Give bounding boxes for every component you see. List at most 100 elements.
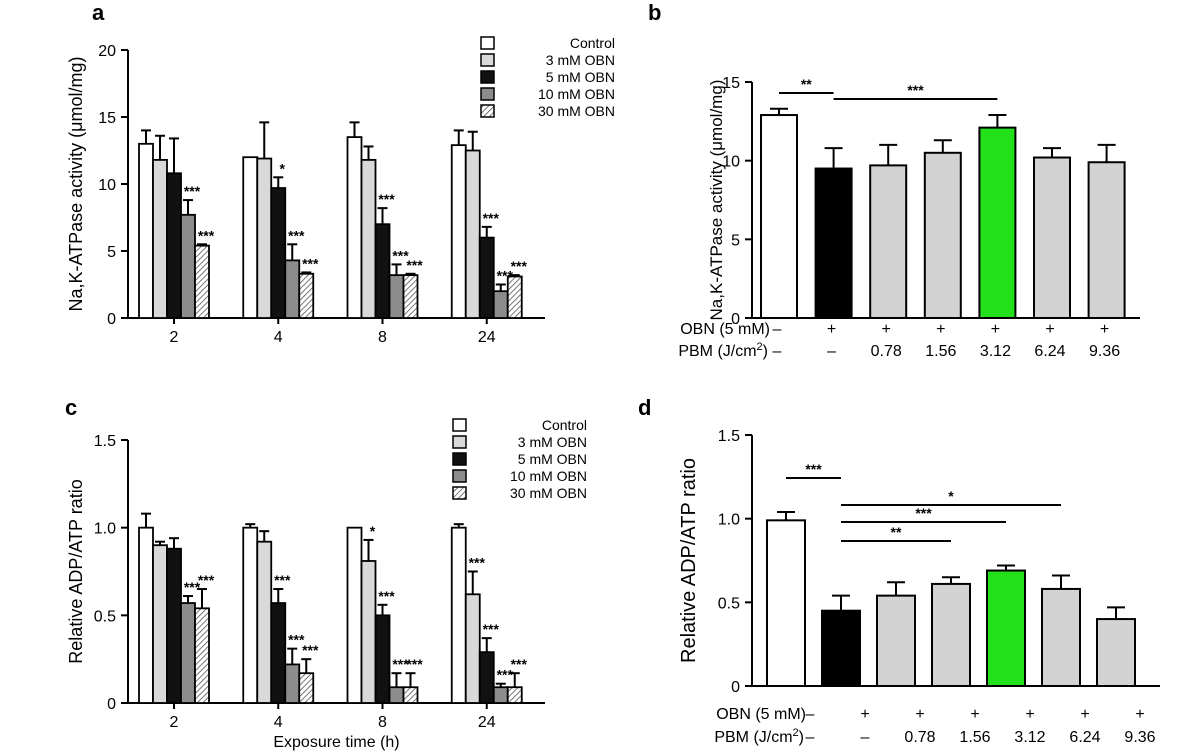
bar <box>180 213 196 319</box>
significance-label: *** <box>302 255 319 271</box>
y-tick-label: 5 <box>731 232 740 249</box>
significance-label: *** <box>198 227 215 243</box>
y-tick-label: 0.5 <box>718 595 740 612</box>
bar <box>166 172 182 319</box>
bar <box>492 290 509 319</box>
panel-letter: c <box>65 395 77 420</box>
significance-label: ** <box>891 524 902 540</box>
bar <box>876 594 916 688</box>
bar <box>1096 618 1136 687</box>
pbm-dose-label: – <box>773 343 782 360</box>
legend-label: 3 mM OBN <box>546 52 615 68</box>
bar <box>298 672 315 704</box>
bar <box>270 602 287 704</box>
panel-letter: d <box>638 395 651 420</box>
significance-label: *** <box>483 621 500 637</box>
significance-label: *** <box>511 258 528 274</box>
obn-treatment-mark: + <box>936 321 945 338</box>
y-tick-label: 20 <box>98 43 116 60</box>
obn-treatment-mark: + <box>1135 706 1144 723</box>
bar <box>492 686 509 704</box>
x-tick-label: 24 <box>478 329 496 346</box>
bar <box>284 663 301 704</box>
bar <box>360 560 377 704</box>
y-tick-label: 1.5 <box>94 433 116 450</box>
significance-label: *** <box>392 247 409 263</box>
x-tick-label: 2 <box>170 329 179 346</box>
significance-label: *** <box>392 656 409 672</box>
legend-label: 10 mM OBN <box>510 468 587 484</box>
legend-label: Control <box>542 417 587 433</box>
x-tick-label: 2 <box>170 714 179 731</box>
pbm-dose-label: 3.12 <box>980 343 1011 360</box>
panel-letter: b <box>648 0 661 25</box>
significance-label: * <box>370 523 376 539</box>
y-axis-label: Relative ADP/ATP ratio <box>678 458 700 663</box>
bar <box>506 275 523 319</box>
legend-label: 30 mM OBN <box>538 103 615 119</box>
obn-treatment-mark: + <box>970 706 979 723</box>
bar <box>284 259 301 319</box>
pbm-dose-label: – <box>861 729 870 746</box>
legend-swatch <box>452 435 467 449</box>
bar <box>450 144 467 319</box>
significance-label: *** <box>406 656 423 672</box>
significance-label: *** <box>378 191 395 207</box>
obn-treatment-mark: + <box>882 321 891 338</box>
pbm-dose-label: 6.24 <box>1034 343 1065 360</box>
bar <box>478 651 495 704</box>
y-tick-label: 10 <box>722 154 740 171</box>
significance-label: *** <box>288 227 305 243</box>
bar <box>270 187 287 319</box>
y-axis-label: Relative ADP/ATP ratio <box>66 479 86 663</box>
significance-label: *** <box>483 210 500 226</box>
y-tick-label: 0.5 <box>94 608 116 625</box>
y-tick-label: 0 <box>107 311 116 328</box>
bar <box>166 547 182 704</box>
panel-letter: a <box>92 0 105 25</box>
x-tick-label: 8 <box>378 329 387 346</box>
obn-treatment-mark: + <box>1100 321 1109 338</box>
legend-label: 3 mM OBN <box>518 434 587 450</box>
obn-treatment-mark: + <box>860 706 869 723</box>
obn-row-label: OBN (5 mM) <box>680 321 770 338</box>
legend-swatch <box>452 486 467 500</box>
bar <box>814 167 853 319</box>
significance-label: *** <box>907 82 924 98</box>
bar <box>194 244 210 319</box>
bar <box>464 149 481 319</box>
significance-label: * <box>280 160 286 176</box>
legend-swatch <box>480 36 495 50</box>
obn-treatment-mark: + <box>827 321 836 338</box>
bar <box>346 526 363 704</box>
bar <box>506 686 523 704</box>
bar <box>256 157 273 319</box>
pbm-dose-label: – <box>827 343 836 360</box>
y-tick-label: 1.5 <box>718 428 740 445</box>
significance-label: *** <box>378 588 395 604</box>
bar <box>478 236 495 319</box>
y-tick-label: 0 <box>731 679 740 696</box>
obn-treatment-mark: – <box>806 706 815 723</box>
bar <box>1033 156 1071 319</box>
legend-label: Control <box>570 35 615 51</box>
legend-swatch <box>480 104 495 118</box>
bar <box>1041 587 1081 687</box>
bar <box>242 526 259 704</box>
significance-label: ** <box>801 76 812 92</box>
legend-swatch <box>452 469 467 483</box>
bar <box>152 544 168 704</box>
obn-treatment-mark: + <box>991 321 1000 338</box>
bar <box>402 686 419 704</box>
y-tick-label: 10 <box>98 177 116 194</box>
bar <box>760 114 798 320</box>
significance-label: *** <box>288 632 305 648</box>
bar <box>821 609 861 688</box>
significance-label: *** <box>302 642 319 658</box>
obn-treatment-mark: + <box>1025 706 1034 723</box>
bar <box>256 540 273 704</box>
bar <box>388 686 405 704</box>
x-tick-label: 24 <box>478 714 496 731</box>
